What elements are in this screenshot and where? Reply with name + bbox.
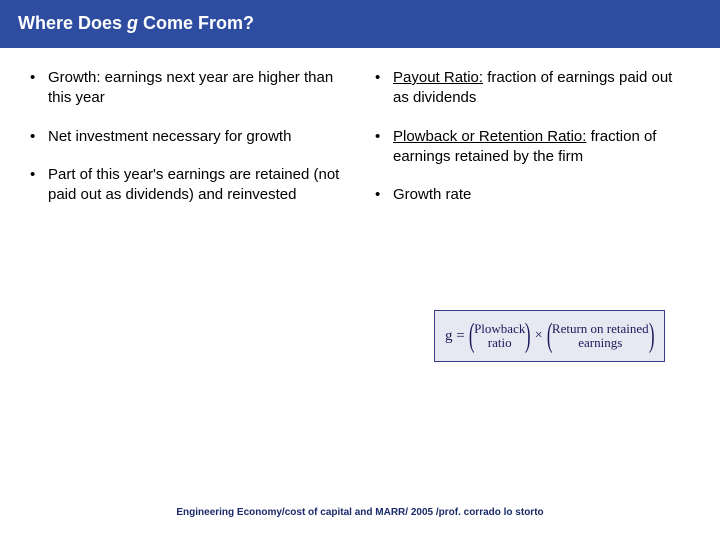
paren-open: ( <box>469 319 475 353</box>
slide-title: Where Does g Come From? <box>18 13 254 34</box>
title-suffix: Come From? <box>138 13 254 33</box>
left-bullet-list: Growth: earnings next year are higher th… <box>30 68 345 205</box>
term1-bot: ratio <box>488 336 512 350</box>
title-italic: g <box>127 13 138 33</box>
title-bar: Where Does g Come From? <box>0 0 720 48</box>
term2-bot: earnings <box>578 336 622 350</box>
right-bullet-list: Payout Ratio: fraction of earnings paid … <box>375 68 690 205</box>
term2-top: Return on retained <box>552 322 649 336</box>
content-area: Growth: earnings next year are higher th… <box>0 48 720 223</box>
term1-top: Plowback <box>474 322 525 336</box>
formula-term1: Plowback ratio <box>474 322 525 349</box>
formula-box: g = ( Plowback ratio ) × ( Return on ret… <box>434 310 665 362</box>
bullet-text: Net investment necessary for growth <box>48 128 291 145</box>
formula-times: × <box>535 328 543 344</box>
paren-close: ) <box>649 319 655 353</box>
list-item: Part of this year's earnings are retaine… <box>30 165 345 206</box>
bullet-underline: Plowback or Retention Ratio: <box>393 128 586 145</box>
footer-text: Engineering Economy/cost of capital and … <box>0 507 720 518</box>
paren-open: ( <box>546 319 552 353</box>
paren-close: ) <box>525 319 531 353</box>
list-item: Net investment necessary for growth <box>30 127 345 147</box>
right-column: Payout Ratio: fraction of earnings paid … <box>375 68 690 223</box>
left-column: Growth: earnings next year are higher th… <box>30 68 345 223</box>
bullet-text: Growth: earnings next year are higher th… <box>48 69 333 106</box>
list-item: Payout Ratio: fraction of earnings paid … <box>375 68 690 109</box>
formula-lhs: g = <box>445 328 465 345</box>
list-item: Plowback or Retention Ratio: fraction of… <box>375 127 690 168</box>
list-item: Growth: earnings next year are higher th… <box>30 68 345 109</box>
bullet-text: Part of this year's earnings are retaine… <box>48 166 339 203</box>
list-item: Growth rate <box>375 185 690 205</box>
bullet-text: Growth rate <box>393 186 471 203</box>
bullet-underline: Payout Ratio: <box>393 69 483 86</box>
formula-term2: Return on retained earnings <box>552 322 649 349</box>
title-prefix: Where Does <box>18 13 127 33</box>
